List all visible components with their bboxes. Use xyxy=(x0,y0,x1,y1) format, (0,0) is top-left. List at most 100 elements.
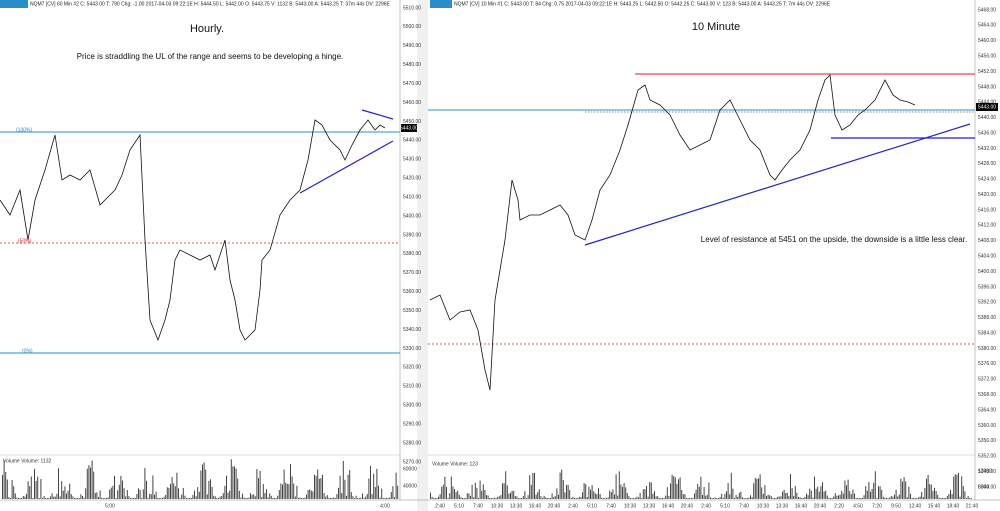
volume-bar xyxy=(641,498,643,499)
volume-bar xyxy=(471,484,473,499)
volume-bar xyxy=(601,497,603,499)
volume-bar xyxy=(360,497,362,499)
volume-bar xyxy=(862,497,863,499)
volume-bar xyxy=(532,473,534,499)
volume-bar xyxy=(171,477,173,499)
y-tick-label: 5436.00 xyxy=(978,130,996,136)
volume-bar xyxy=(823,491,825,499)
x-tick-label: 7:40 xyxy=(473,503,483,509)
volume-bar xyxy=(583,483,585,499)
volume-bar xyxy=(922,496,924,499)
y-tick-label: 5310.00 xyxy=(403,384,421,390)
volume-bar xyxy=(850,494,852,499)
volume-bar xyxy=(117,490,119,499)
x-tick-label: 7:40 xyxy=(739,503,749,509)
volume-bar xyxy=(264,492,266,499)
volume-bar xyxy=(227,492,229,499)
volume-bar xyxy=(466,493,468,499)
x-tick-label: 4:50 xyxy=(853,503,863,509)
volume-bar xyxy=(582,492,583,499)
volume-bar xyxy=(339,475,341,499)
volume-bar xyxy=(658,498,660,499)
volume-bar xyxy=(522,495,524,499)
volume-bar xyxy=(751,496,753,499)
volume-bar xyxy=(638,497,639,499)
volume-bar xyxy=(833,496,835,499)
volume-bar xyxy=(932,490,934,499)
volume-bar xyxy=(738,492,740,499)
volume-bar xyxy=(449,493,451,499)
volume-bar xyxy=(48,498,50,499)
volume-bar xyxy=(389,497,391,499)
volume-bar xyxy=(962,486,964,499)
y-tick-label: 5408.00 xyxy=(978,238,996,244)
volume-bar xyxy=(158,498,160,499)
volume-bar xyxy=(801,498,803,499)
volume-bar xyxy=(970,498,972,499)
y-tick-label: 5428.00 xyxy=(978,161,996,167)
volume-bar xyxy=(219,496,221,499)
volume-bar xyxy=(446,486,447,499)
volume-bar xyxy=(846,485,847,499)
y-tick-label: 5500.00 xyxy=(403,24,421,30)
volume-bar xyxy=(879,486,881,499)
volume-bar xyxy=(782,491,783,499)
volume-bar xyxy=(452,486,454,499)
left-price-tag xyxy=(401,124,417,132)
volume-bar xyxy=(514,496,516,499)
x-tick-label: 5:00 xyxy=(105,503,115,509)
volume-bar xyxy=(908,486,910,499)
volume-bar xyxy=(53,496,55,499)
volume-bar xyxy=(473,497,475,499)
volume-bar xyxy=(280,483,282,499)
x-tick-label: 16:40 xyxy=(795,503,808,509)
volume-bar xyxy=(141,498,143,499)
volume-bar xyxy=(251,494,253,499)
volume-bar xyxy=(13,486,15,499)
volume-bar xyxy=(38,498,40,499)
volume-bar xyxy=(718,498,719,499)
volume-bar xyxy=(221,495,223,499)
volume-bar xyxy=(761,487,763,499)
volume-bar xyxy=(705,495,707,499)
volume-bar xyxy=(382,498,384,499)
volume-bar xyxy=(892,496,894,499)
volume-bar xyxy=(918,497,919,499)
level-label: (50%) xyxy=(18,238,32,244)
volume-bar xyxy=(237,478,239,499)
volume-bar xyxy=(301,498,303,499)
volume-bar xyxy=(242,493,243,499)
volume-bar xyxy=(336,494,338,499)
volume-bar xyxy=(104,498,106,499)
x-tick-label: 15:40 xyxy=(928,503,941,509)
volume-bar xyxy=(314,474,315,499)
volume-bar xyxy=(226,475,227,499)
x-tick-label: 12:40 xyxy=(909,503,922,509)
volume-bar xyxy=(898,494,900,499)
volume-bar xyxy=(490,498,492,499)
volume-bar xyxy=(551,493,553,499)
volume-bar xyxy=(24,496,26,499)
volume-bar xyxy=(274,498,275,499)
volume-bar xyxy=(378,485,379,499)
volume-bar xyxy=(743,498,745,499)
volume-bar xyxy=(163,496,165,499)
volume-bar xyxy=(245,498,247,499)
volume-bar xyxy=(59,496,61,499)
volume-bar xyxy=(674,477,676,499)
volume-bar xyxy=(285,482,287,499)
volume-bar xyxy=(895,489,897,499)
volume-bar xyxy=(729,494,731,499)
volume-bar xyxy=(814,476,815,499)
volume-bar xyxy=(916,498,918,499)
volume-bar xyxy=(764,485,766,499)
volume-bar xyxy=(8,496,10,499)
volume-bar xyxy=(431,496,433,499)
volume-bar xyxy=(826,495,828,499)
x-tick-label: 5:10 xyxy=(454,503,464,509)
volume-bar xyxy=(436,497,438,499)
volume-bar xyxy=(630,498,631,499)
volume-bar xyxy=(450,476,452,499)
volume-bar xyxy=(937,494,939,499)
volume-bar xyxy=(858,498,860,499)
